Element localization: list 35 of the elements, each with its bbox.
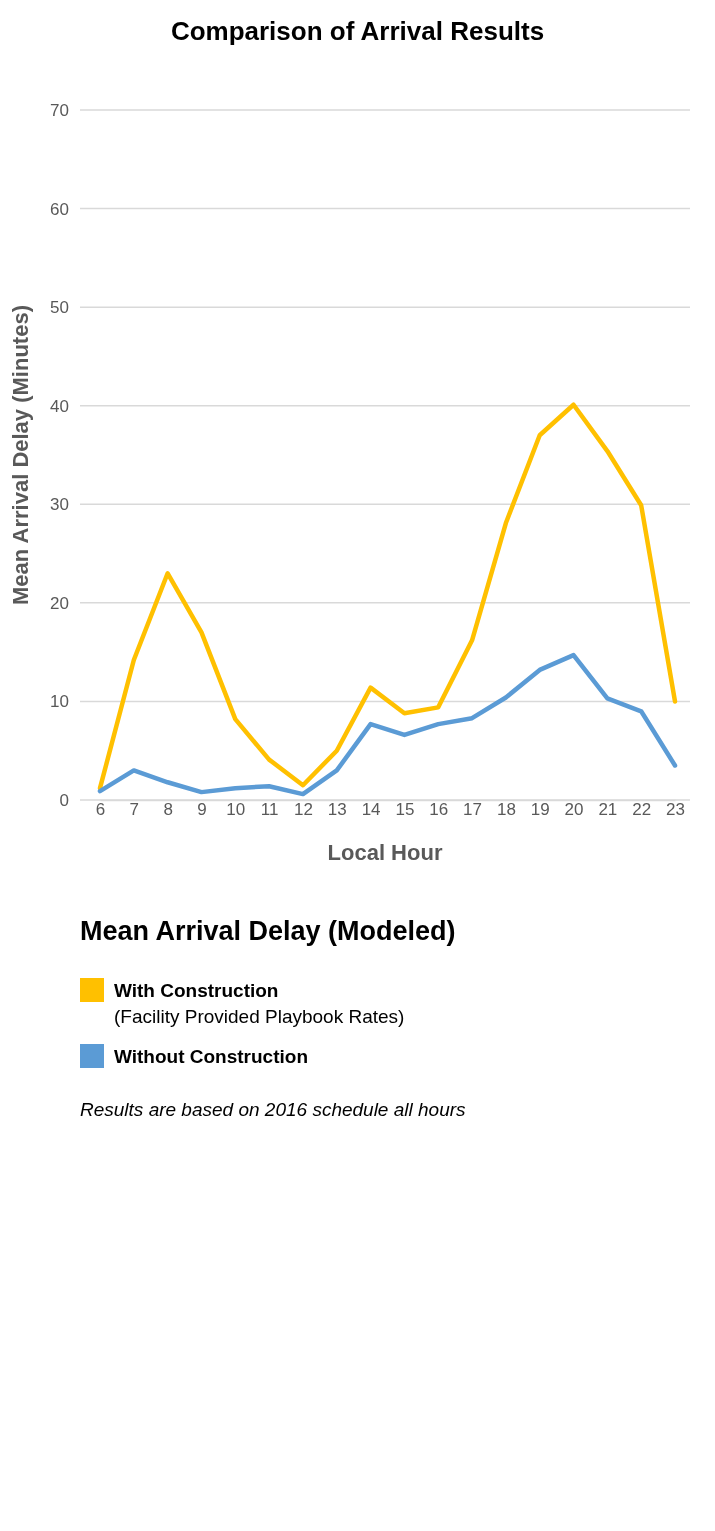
legend-label: Without Construction	[114, 1046, 309, 1067]
x-tick-label: 21	[598, 800, 618, 819]
y-axis-title: Mean Arrival Delay (Minutes)	[8, 305, 33, 605]
text: Results are based on 2016 schedule all hours	[80, 1099, 467, 1120]
x-tick-label: 7	[129, 800, 140, 819]
x-tick-label: 9	[197, 800, 207, 819]
y-tick-label: 40	[50, 396, 69, 416]
x-tick-label: 17	[463, 800, 483, 819]
x-tick-label: 13	[327, 800, 347, 819]
y-tick-label: 20	[50, 593, 69, 613]
y-tick-label: 60	[50, 199, 69, 219]
x-tick-label: 15	[395, 800, 415, 819]
line-series	[97, 402, 678, 791]
y-tick-label: 70	[50, 100, 69, 120]
x-tick-label: 6	[95, 800, 106, 819]
x-tick-label: 19	[530, 800, 550, 819]
chart-title: Comparison of Arrival Results	[170, 16, 545, 46]
y-tick-label: 0	[59, 790, 69, 810]
legend-label: With Construction (Facility Provided Playbook Rates)	[114, 980, 405, 1027]
legend-title: Mean Arrival Delay (Modeled)	[80, 916, 456, 946]
x-axis-title: Local Hour	[327, 840, 443, 865]
x-tick-label: 8	[163, 800, 173, 819]
x-tick-label: 22	[632, 800, 652, 819]
x-tick-label: 14	[361, 800, 381, 819]
y-tick-label: 30	[50, 495, 69, 515]
x-tick-label: 12	[293, 800, 313, 819]
line-series	[97, 652, 678, 797]
x-tick-label: 11	[260, 800, 279, 819]
x-tick-label: 10	[226, 800, 246, 819]
x-tick-label: 23	[666, 800, 685, 819]
y-tick-label: 50	[50, 298, 69, 318]
x-tick-label: 18	[496, 800, 516, 819]
x-tick-label: 20	[564, 800, 584, 819]
y-tick-label: 10	[50, 692, 69, 712]
x-tick-label: 16	[429, 800, 449, 819]
